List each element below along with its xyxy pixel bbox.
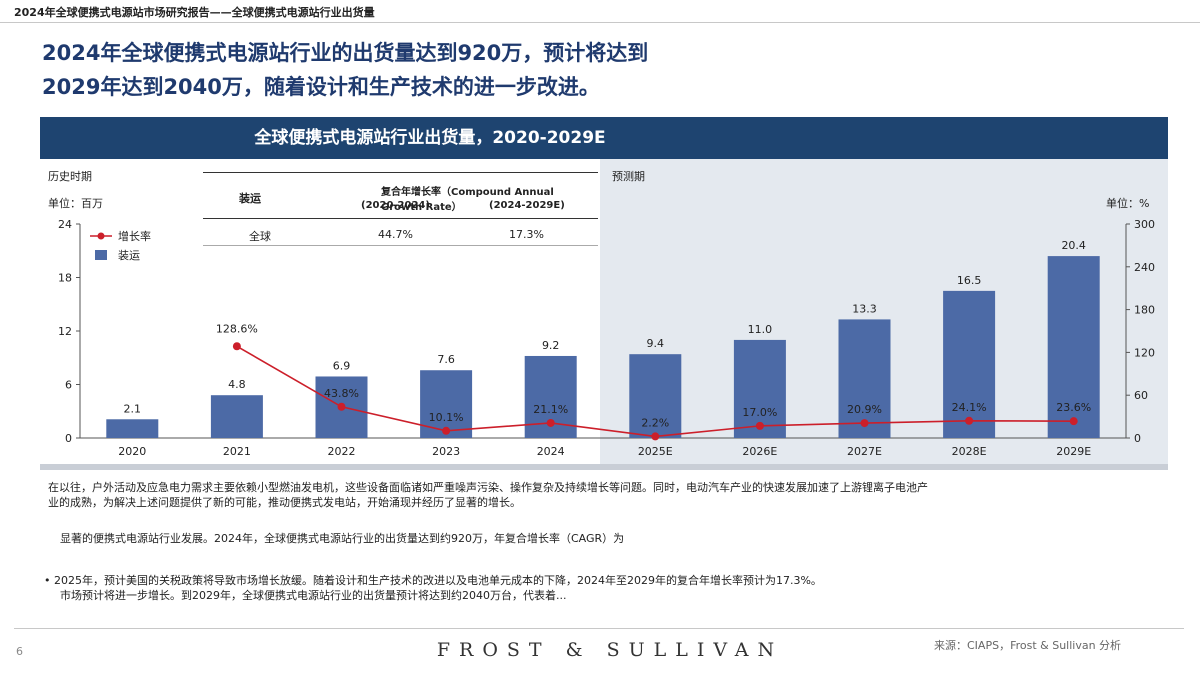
source-note: 来源：CIAPS，Frost & Sullivan 分析 [934,639,1122,652]
table-rule-bottom [203,245,598,246]
chart-title: 全球便携式电源站行业出货量，2020-2029E [254,128,606,148]
chart-bottom-border [40,464,1168,470]
left-axis-unit: 单位：百万 [48,197,103,210]
forecast-period-label: 预测期 [612,170,645,183]
page-number: 6 [16,645,23,658]
table-header-segment: 装运 [239,192,261,205]
page-title: 2024年全球便携式电源站行业的出货量达到920万，预计将达到 2029年达到2… [42,36,802,104]
table-header-cagr: 复合年增长率（Compound Annual Growth Rate） [381,187,554,213]
body-paragraph-2: 显著的便携式电源站行业发展。2024年，全球便携式电源站行业的出货量达到约920… [60,532,625,545]
table-rule-top [203,172,598,173]
right-axis-unit: 单位：% [1106,197,1150,210]
chart-title-bar: 全球便携式电源站行业出货量，2020-2029E [40,117,1168,159]
forecast-period-shading [600,159,1168,464]
brand-logo: FROST & SULLIVAN [436,639,784,661]
report-breadcrumb-bar: 2024年全球便携式电源站市场研究报告——全球便携式电源站行业出货量 [0,0,1200,23]
body-paragraph-1-line-1: 在以往，户外活动及应急电力需求主要依赖小型燃油发电机，这些设备面临诸如严重噪声污… [48,481,928,494]
breadcrumb: 2024年全球便携式电源站市场研究报告——全球便携式电源站行业出货量 [14,6,375,19]
table-rule-mid [203,218,598,219]
page-title-line-2: 2029年达到2040万，随着设计和生产技术的进一步改进。 [42,75,600,99]
body-paragraph-3-line-1: • 2025年，预计美国的关税政策将导致市场增长放缓。随着设计和生产技术的改进以… [44,574,822,587]
body-paragraph-3-line-2: 市场预计将进一步增长。到2029年，全球便携式电源站行业的出货量预计将达到约20… [60,589,567,602]
page-title-line-1: 2024年全球便携式电源站行业的出货量达到920万，预计将达到 [42,41,649,65]
table-header-period-2: (2024-2029E) [489,200,565,211]
body-paragraph-1-line-2: 业的成熟，为解决上述问题提供了新的可能，推动便携式发电站，开始涌现并经历了显著的… [48,496,521,509]
table-cagr-value-1: 44.7% [378,228,413,241]
footer-divider [14,628,1184,629]
table-row-label: 全球 [249,230,271,243]
historical-period-label: 历史时期 [48,170,92,183]
table-header-period-1: (2020-2024) [361,200,430,211]
table-cagr-value-2: 17.3% [509,228,544,241]
